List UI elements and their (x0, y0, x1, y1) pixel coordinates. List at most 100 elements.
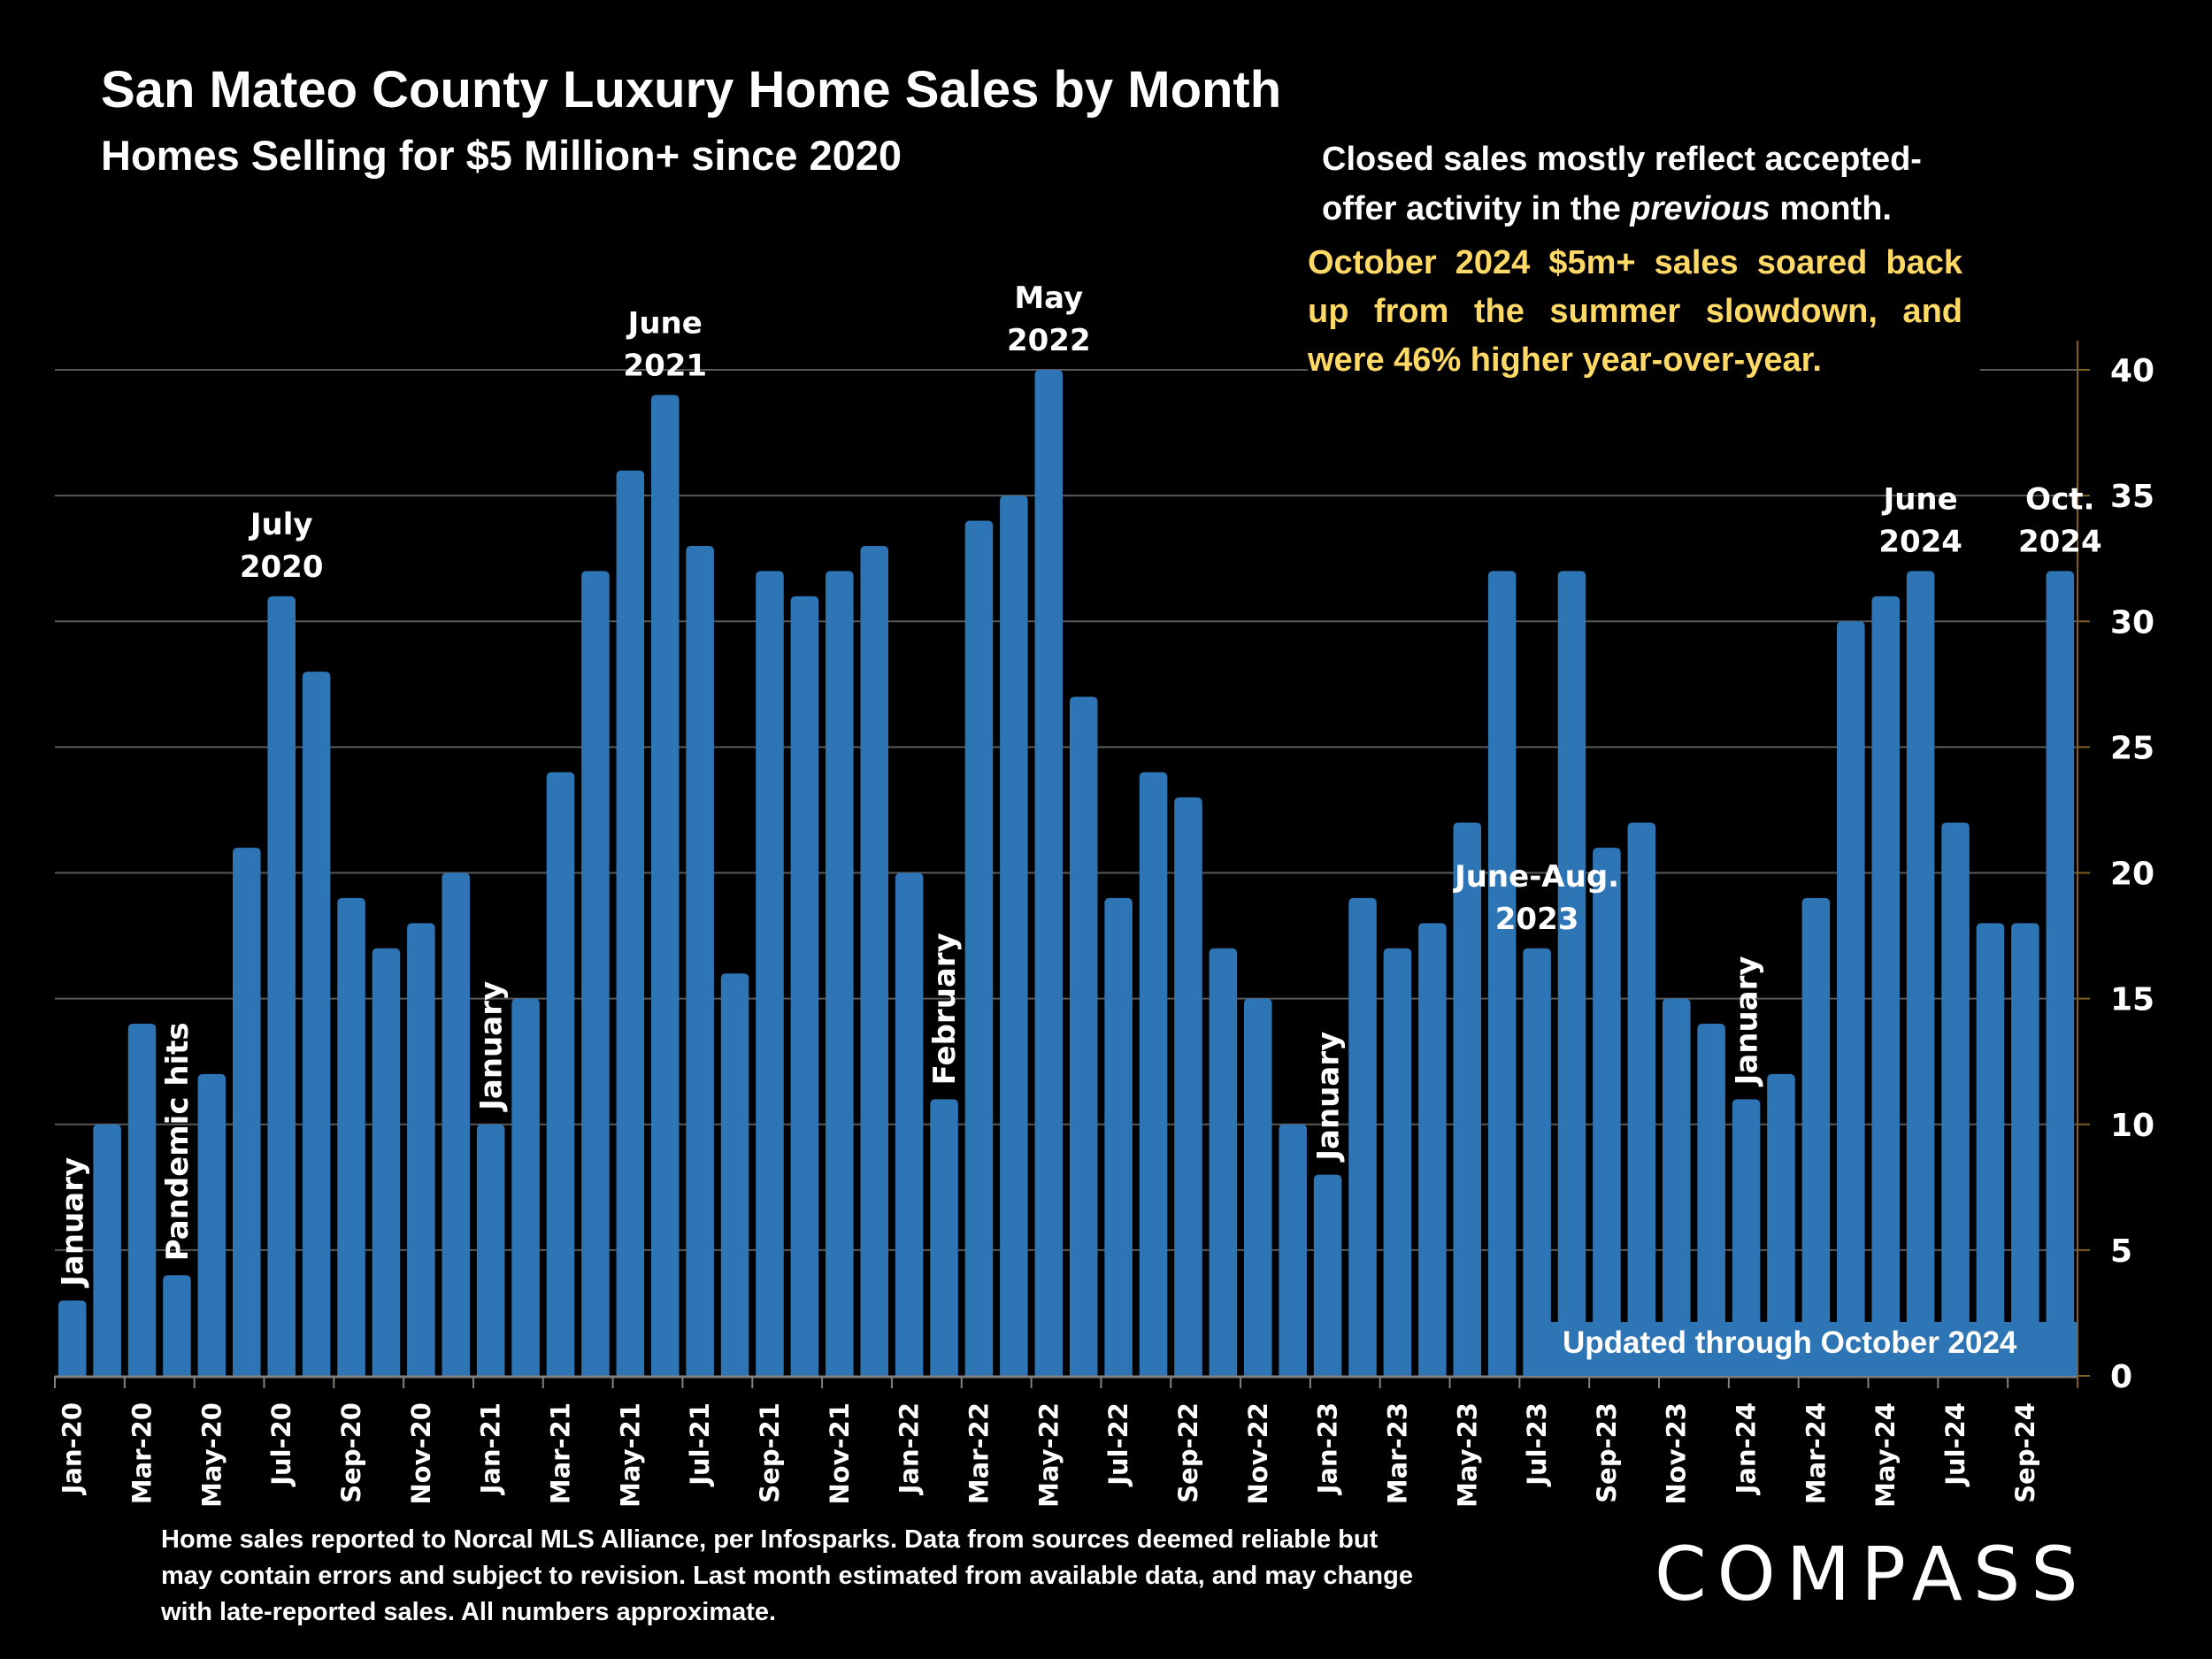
x-tick-label: May-20 (196, 1402, 227, 1508)
bar-apr-20 (163, 1275, 191, 1376)
bar-aug-20 (302, 672, 331, 1376)
x-tick-label: May-22 (1033, 1402, 1064, 1508)
annotation-label: January (1311, 1032, 1347, 1163)
annotation-label: 2024 (2018, 524, 2102, 559)
x-tick-label: Jan-24 (1732, 1402, 1762, 1495)
bar-mar-20 (127, 1024, 157, 1376)
x-tick-label: Mar-23 (1382, 1402, 1412, 1504)
bar-mar-21 (546, 772, 575, 1376)
x-tick-label: Mar-22 (964, 1402, 994, 1504)
bar-jun-20 (233, 848, 261, 1376)
x-tick-label: Jul-20 (266, 1402, 296, 1487)
bar-jul-22 (1104, 897, 1133, 1376)
annotation-label: February (927, 933, 963, 1085)
y-tick-label: 15 (2110, 982, 2154, 1018)
bar-aug-23 (1557, 571, 1586, 1376)
bar-jan-21 (476, 1124, 505, 1376)
bar-apr-23 (1418, 923, 1447, 1376)
bar-jul-23 (1523, 948, 1551, 1376)
footer-disclaimer: Home sales reported to Norcal MLS Allian… (161, 1525, 1413, 1626)
bar-jan-24 (1732, 1099, 1761, 1376)
updated-label: Updated through October 2024 (1563, 1325, 2017, 1360)
note-suffix: month. (1770, 190, 1892, 227)
x-tick-label: Sep-22 (1173, 1402, 1203, 1503)
annotation-label: 2022 (1007, 323, 1091, 358)
x-tick-label: May-21 (615, 1402, 645, 1508)
annotation-label: 2020 (240, 549, 324, 585)
bar-mar-23 (1383, 948, 1412, 1376)
bar-jun-24 (1906, 571, 1935, 1376)
annotation-label: June-Aug. (1453, 859, 1619, 895)
annotation-label: Pandemic hits (160, 1022, 196, 1261)
bar-nov-23 (1662, 998, 1691, 1376)
bar-dec-23 (1697, 1024, 1725, 1376)
x-tick-label: Sep-21 (755, 1402, 785, 1503)
x-tick-label: Jul-24 (1940, 1402, 1970, 1487)
bar-mar-22 (964, 520, 994, 1376)
x-tick-label: Jul-23 (1522, 1402, 1552, 1487)
x-tick-label: Nov-23 (1662, 1402, 1692, 1505)
x-tick-label: Sep-20 (336, 1402, 366, 1503)
bar-apr-24 (1837, 621, 1865, 1376)
annotation-label: June (626, 305, 703, 341)
bar-mar-24 (1801, 897, 1831, 1376)
bar-oct-23 (1627, 822, 1656, 1376)
bar-feb-22 (930, 1099, 958, 1376)
x-tick-label: Jan-21 (476, 1402, 506, 1495)
chart-title: San Mateo County Luxury Home Sales by Mo… (101, 61, 1282, 119)
x-tick-label: Mar-24 (1801, 1402, 1831, 1504)
bar-feb-21 (511, 998, 540, 1376)
y-axis: 0 5 10 15 20 25 30 35 40 (2077, 341, 2154, 1395)
y-tick-label: 40 (2110, 353, 2154, 389)
bar-aug-24 (1976, 923, 2005, 1376)
y-tick-label: 5 (2110, 1233, 2132, 1270)
annotations: January Pandemic hits July 2020 January June 2… (56, 280, 2102, 1288)
updated-box (1524, 1322, 2078, 1376)
y-tick-label: 10 (2110, 1108, 2154, 1144)
x-tick-label: Jul-21 (685, 1402, 715, 1487)
bar-may-21 (616, 470, 645, 1376)
bar-feb-20 (93, 1124, 121, 1376)
y-tick-label: 30 (2110, 604, 2154, 641)
annotation-label: 2023 (1495, 902, 1579, 937)
bar-aug-22 (1139, 772, 1168, 1376)
bar-jul-21 (686, 545, 714, 1376)
x-tick-label: Jan-23 (1313, 1402, 1343, 1495)
bar-sep-24 (2011, 923, 2039, 1376)
bar-jan-22 (895, 872, 924, 1376)
bar-dec-21 (860, 545, 888, 1376)
bar-jul-24 (1941, 822, 1970, 1376)
bar-nov-20 (407, 923, 435, 1376)
annotation-label: May (1014, 280, 1083, 316)
annotation-label: January (1730, 956, 1765, 1087)
bar-feb-23 (1348, 897, 1377, 1376)
bar-may-22 (1034, 370, 1064, 1376)
compass-logo: COMPASS (1655, 1531, 2089, 1617)
x-tick-label: Nov-20 (406, 1402, 436, 1505)
note-italic: previous (1630, 190, 1770, 227)
bar-dec-20 (442, 872, 471, 1376)
bars (58, 370, 2075, 1376)
bar-oct-22 (1209, 948, 1238, 1376)
bar-sep-21 (756, 571, 784, 1376)
bar-sep-20 (337, 897, 365, 1376)
annotation-label: Oct. (2025, 481, 2094, 517)
bar-sep-23 (1593, 848, 1621, 1376)
closed-sales-note: Closed sales mostly reflect accepted-off… (1322, 134, 1959, 234)
y-tick-label: 20 (2110, 856, 2154, 893)
bar-nov-22 (1244, 998, 1272, 1376)
bar-apr-21 (581, 571, 610, 1376)
y-tick-label: 25 (2110, 730, 2154, 766)
bar-may-23 (1453, 822, 1482, 1376)
bar-oct-21 (790, 595, 819, 1376)
annotation-label: 2024 (1878, 524, 1962, 559)
x-tick-label: May-24 (1870, 1402, 1901, 1508)
bar-oct-20 (372, 948, 401, 1376)
bar-nov-21 (826, 571, 854, 1376)
bar-may-24 (1871, 595, 1900, 1376)
bar-jun-23 (1487, 571, 1517, 1376)
x-tick-label: Jul-22 (1103, 1402, 1133, 1487)
annotation-label: January (56, 1157, 91, 1288)
bar-may-20 (197, 1073, 227, 1376)
